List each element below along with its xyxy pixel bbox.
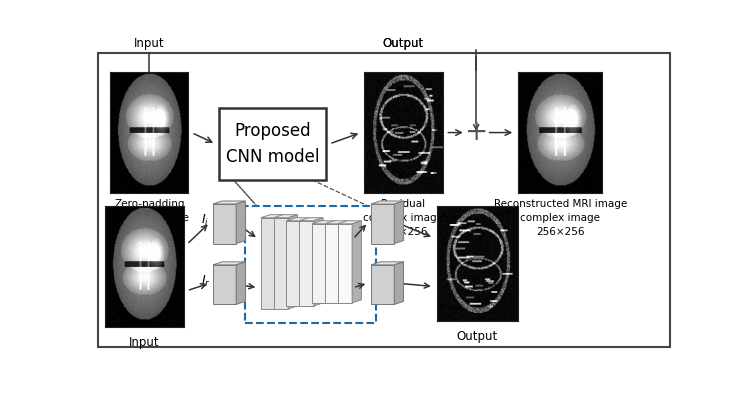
Text: Output: Output <box>382 38 424 51</box>
Polygon shape <box>213 201 245 204</box>
Polygon shape <box>288 215 298 309</box>
Polygon shape <box>394 262 404 305</box>
Text: Residual
complex image
256×256: Residual complex image 256×256 <box>363 199 443 237</box>
Polygon shape <box>339 221 349 303</box>
Polygon shape <box>286 218 310 221</box>
Polygon shape <box>326 221 336 303</box>
Polygon shape <box>299 218 323 221</box>
Polygon shape <box>261 215 285 218</box>
Polygon shape <box>325 224 339 303</box>
Polygon shape <box>312 224 326 303</box>
Polygon shape <box>338 224 352 303</box>
Text: Proposed
CNN model: Proposed CNN model <box>226 122 320 166</box>
Polygon shape <box>275 215 285 309</box>
Text: Output: Output <box>382 38 424 51</box>
Polygon shape <box>236 201 245 244</box>
Polygon shape <box>371 204 394 244</box>
Text: +: + <box>464 119 488 146</box>
Polygon shape <box>299 221 314 306</box>
Polygon shape <box>213 265 236 305</box>
Polygon shape <box>325 221 349 224</box>
Polygon shape <box>286 221 301 306</box>
Polygon shape <box>371 265 394 305</box>
Text: $\mathit{I}_i$: $\mathit{I}_i$ <box>201 213 209 228</box>
Text: $\mathit{I}_r$: $\mathit{I}_r$ <box>201 274 211 289</box>
Polygon shape <box>274 215 298 218</box>
Polygon shape <box>352 221 362 303</box>
Text: Input: Input <box>134 38 164 51</box>
Text: Reconstructed MRI image
complex image
256×256: Reconstructed MRI image complex image 25… <box>494 199 627 237</box>
Bar <box>244 205 376 323</box>
Text: Input: Input <box>129 337 160 349</box>
Polygon shape <box>312 221 336 224</box>
Polygon shape <box>261 218 275 309</box>
Polygon shape <box>394 201 404 244</box>
Polygon shape <box>274 218 288 309</box>
Polygon shape <box>213 262 245 265</box>
Polygon shape <box>301 218 310 306</box>
Polygon shape <box>213 204 236 244</box>
Polygon shape <box>338 221 362 224</box>
Text: Output: Output <box>457 330 498 343</box>
Text: Zero-padding
complex image
256×256: Zero-padding complex image 256×256 <box>110 199 189 237</box>
Polygon shape <box>236 262 245 305</box>
Polygon shape <box>371 262 404 265</box>
Polygon shape <box>314 218 323 306</box>
Bar <box>219 108 326 180</box>
Polygon shape <box>371 201 404 204</box>
